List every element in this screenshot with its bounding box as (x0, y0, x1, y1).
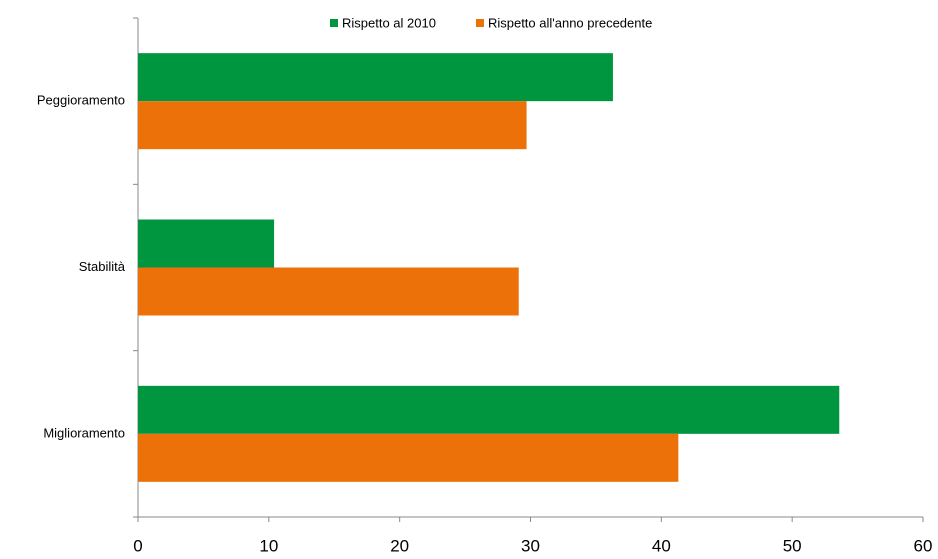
bar (138, 219, 275, 268)
x-tick-label: 20 (390, 536, 409, 555)
bar (138, 101, 527, 150)
x-tick-label: 50 (783, 536, 802, 555)
x-tick-label: 60 (914, 536, 933, 555)
bar (138, 53, 613, 102)
bar (138, 433, 679, 482)
legend-swatch (330, 19, 338, 27)
x-tick-label: 0 (133, 536, 142, 555)
legend-label: Rispetto all'anno precedente (488, 15, 652, 30)
x-tick-label: 30 (521, 536, 540, 555)
bar (138, 385, 840, 434)
bar (138, 267, 519, 316)
y-tick-label: Stabilità (79, 259, 126, 274)
x-tick-label: 40 (652, 536, 671, 555)
legend-label: Rispetto al 2010 (342, 15, 436, 30)
y-tick-label: Peggioramento (37, 93, 125, 108)
x-tick-label: 10 (259, 536, 278, 555)
y-tick-label: Miglioramento (43, 425, 125, 440)
legend-swatch (475, 19, 484, 27)
